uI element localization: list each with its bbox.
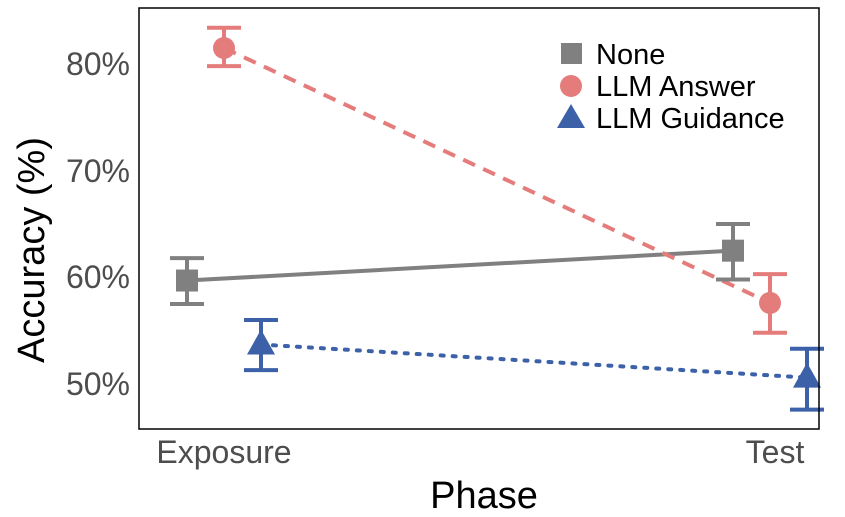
y-tick-label-80: 80% <box>66 46 130 82</box>
legend-label-none: None <box>596 39 665 71</box>
legend-key-llm-guidance <box>557 104 585 128</box>
legend-key-none <box>561 43 582 64</box>
data-point-none-test <box>722 239 744 262</box>
y-tick-label-70: 70% <box>66 153 130 189</box>
data-point-llm-guidance-exposure <box>247 329 275 355</box>
legend-key-llm-answer <box>560 75 582 97</box>
series-line-llm-guidance <box>259 342 809 380</box>
series-line-llm-answer <box>223 46 771 305</box>
y-tick-label-60: 60% <box>66 259 130 295</box>
y-tick-label-50: 50% <box>66 366 130 402</box>
legend-label-llm-guidance: LLM Guidance <box>596 103 785 135</box>
data-point-none-exposure <box>176 269 198 292</box>
series-line-none <box>186 248 734 283</box>
data-point-llm-answer-test <box>759 291 781 314</box>
legend-label-llm-answer: LLM Answer <box>596 71 756 103</box>
x-tick-label-test: Test <box>746 434 805 470</box>
data-point-llm-guidance-test <box>793 362 821 388</box>
x-axis-title: Phase <box>430 475 538 517</box>
legend: None LLM Answer LLM Guidance <box>557 39 785 135</box>
y-axis-title: Accuracy (%) <box>11 137 53 363</box>
x-tick-label-exposure: Exposure <box>156 434 291 470</box>
data-point-llm-answer-exposure <box>213 37 235 59</box>
plot-panel-border <box>138 7 820 430</box>
